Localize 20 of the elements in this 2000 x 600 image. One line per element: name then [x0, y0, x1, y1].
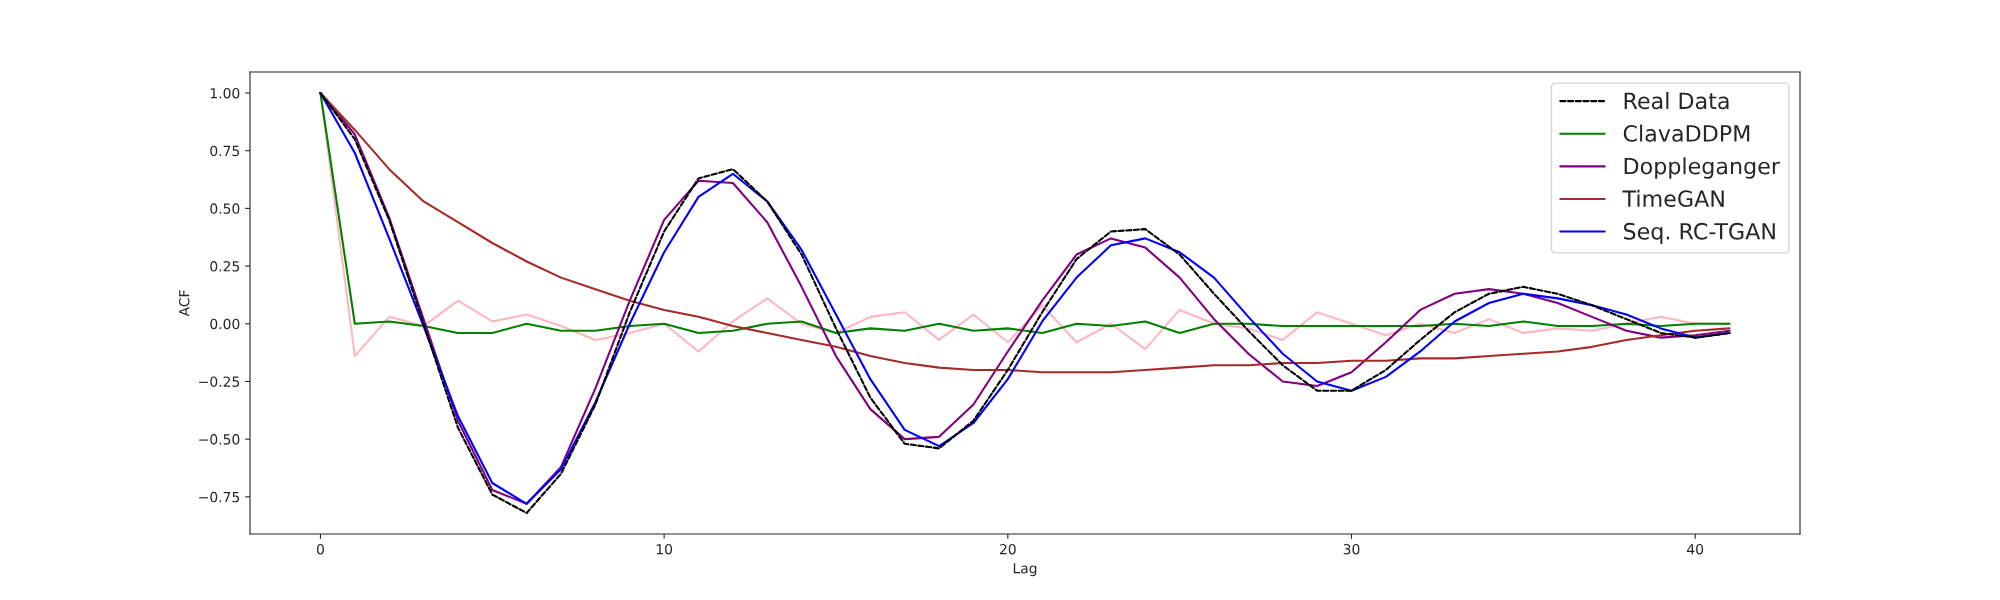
x-axis-title: Lag — [1013, 563, 1037, 577]
legend-label: Seq. RC-TGAN — [1623, 222, 1775, 244]
y-tick-label: −0.25 — [199, 376, 240, 387]
x-tick-label: 0 — [316, 543, 324, 555]
legend-label: Doppleganger — [1624, 157, 1780, 179]
legend-label: ClavaDDPM — [1623, 124, 1750, 142]
y-tick-label: −0.75 — [199, 491, 240, 503]
x-tick-label: 20 — [1000, 543, 1016, 555]
x-tick-label: 40 — [1687, 543, 1704, 555]
y-axis-title: ACF — [178, 290, 190, 317]
y-tick-label: 0.50 — [210, 203, 240, 214]
y-tick-label: 0.25 — [210, 261, 240, 272]
x-tick-label: 10 — [656, 543, 673, 555]
legend-label: Real Data — [1624, 92, 1729, 110]
x-tick-label: 30 — [1343, 543, 1360, 555]
y-tick-label: 1.00 — [210, 87, 240, 99]
y-tick-label: 0.75 — [210, 145, 240, 157]
y-tick-label: −0.50 — [199, 434, 240, 445]
legend-label: TimeGAN — [1622, 189, 1724, 208]
y-tick-label: 0.00 — [210, 318, 240, 330]
